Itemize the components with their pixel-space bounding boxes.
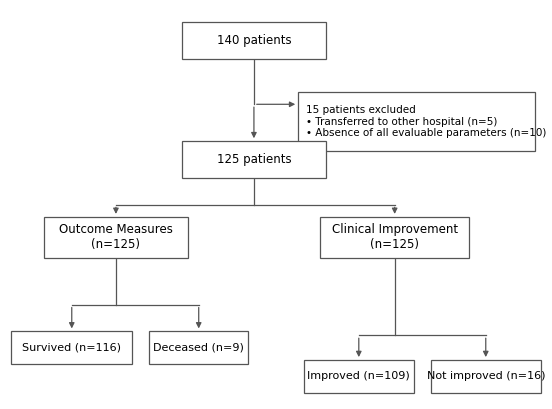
FancyBboxPatch shape [431, 360, 541, 393]
FancyBboxPatch shape [182, 22, 326, 59]
FancyBboxPatch shape [320, 217, 469, 258]
FancyBboxPatch shape [149, 331, 248, 364]
Text: Outcome Measures
(n=125): Outcome Measures (n=125) [59, 223, 173, 251]
FancyBboxPatch shape [182, 141, 326, 178]
FancyBboxPatch shape [44, 217, 188, 258]
Text: 15 patients excluded
• Transferred to other hospital (n=5)
• Absence of all eval: 15 patients excluded • Transferred to ot… [306, 105, 546, 138]
Text: Clinical Improvement
(n=125): Clinical Improvement (n=125) [332, 223, 458, 251]
Text: Not improved (n=16): Not improved (n=16) [427, 371, 545, 381]
FancyBboxPatch shape [11, 331, 132, 364]
Text: Deceased (n=9): Deceased (n=9) [153, 343, 244, 353]
Text: 125 patients: 125 patients [216, 153, 291, 166]
FancyBboxPatch shape [304, 360, 414, 393]
FancyBboxPatch shape [298, 92, 535, 151]
Text: Survived (n=116): Survived (n=116) [22, 343, 121, 353]
Text: Improved (n=109): Improved (n=109) [307, 371, 410, 381]
Text: 140 patients: 140 patients [216, 34, 291, 47]
